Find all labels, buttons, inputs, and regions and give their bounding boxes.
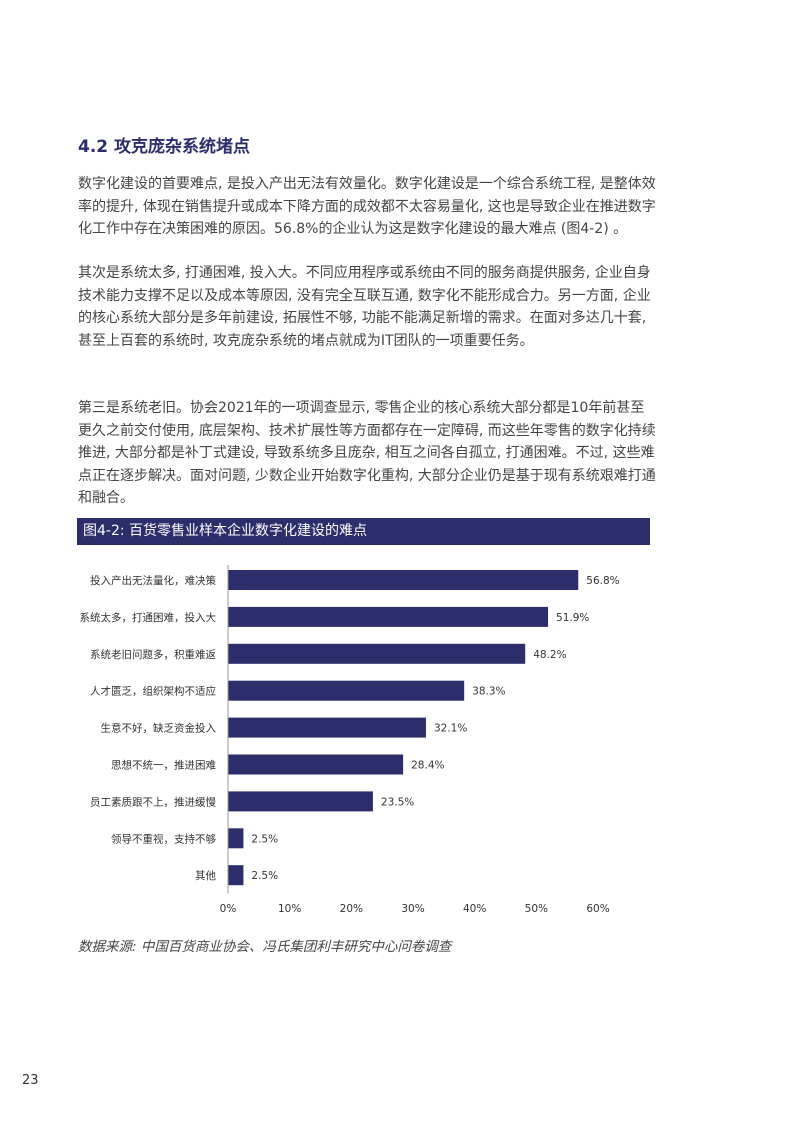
category-label: 员工素质跟不上，推进缓慢 [90, 795, 216, 808]
x-tick-label: 30% [401, 903, 424, 915]
bar [228, 570, 579, 590]
paragraph-2: 其次是系统太多, 打通困难, 投入大。不同应用程序或系统由不同的服务商提供服务,… [78, 265, 651, 349]
figure-title: 图4-2: 百货零售业样本企业数字化建设的难点 [77, 518, 650, 545]
category-label: 系统老旧问题多，积重难返 [90, 648, 216, 661]
bar [228, 643, 526, 664]
data-label: 2.5% [251, 833, 278, 845]
category-label: 投入产出无法量化，难决策 [90, 574, 216, 587]
x-tick-label: 20% [340, 903, 363, 915]
data-label: 32.1% [434, 723, 467, 735]
bar [228, 606, 549, 627]
bar [228, 828, 244, 849]
x-tick-label: 50% [525, 903, 548, 915]
data-label: 2.5% [251, 870, 278, 882]
bar [228, 717, 426, 738]
data-label: 38.3% [472, 686, 505, 698]
x-tick-label: 60% [586, 903, 609, 915]
paragraph-3: 第三是系统老旧。协会2021年的一项调查显示, 零售企业的核心系统大部分都是10… [78, 400, 656, 506]
category-label: 系统太多，打通困难，投入大 [80, 611, 217, 624]
section-title: 4.2 攻克庞杂系统堵点 [78, 137, 251, 157]
data-label: 56.8% [586, 575, 619, 587]
data-label: 23.5% [381, 796, 414, 808]
category-label: 其他 [195, 869, 216, 882]
data-source: 数据来源: 中国百货商业协会、冯氏集团利丰研究中心问卷调查 [78, 939, 452, 955]
x-tick-label: 10% [278, 903, 301, 915]
category-label: 生意不好，缺乏资金投入 [101, 722, 217, 735]
x-tick-label: 40% [463, 903, 486, 915]
data-label: 28.4% [411, 760, 444, 772]
bar [228, 865, 244, 886]
bar [228, 754, 404, 775]
category-label: 人才匮乏，组织架构不适应 [90, 685, 216, 698]
x-tick-label: 0% [220, 903, 237, 915]
bar-chart: 投入产出无法量化，难决策 56.8% 系统太多，打通困难，投入大 51.9% 系统老旧问… [80, 565, 620, 915]
data-label: 51.9% [556, 612, 589, 624]
data-label: 48.2% [533, 649, 566, 661]
paragraph-1: 数字化建设的首要难点, 是投入产出无法有效量化。数字化建设是一个综合系统工程, … [78, 176, 656, 237]
page-number: 23 [22, 1073, 39, 1088]
bar [228, 791, 373, 812]
category-label: 领导不重视，支持不够 [111, 832, 216, 845]
bar [228, 680, 465, 701]
category-label: 思想不统一，推进困难 [111, 759, 216, 772]
